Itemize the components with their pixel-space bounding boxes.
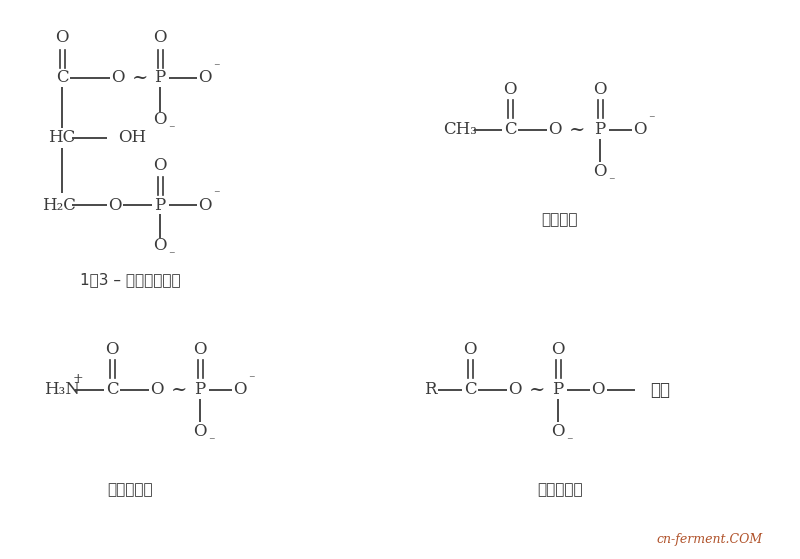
Text: P: P [154,69,166,87]
Text: O: O [154,238,166,254]
Text: O: O [194,424,206,440]
Text: 酰基腺苷酸: 酰基腺苷酸 [537,482,583,498]
Text: HC: HC [48,130,76,146]
Text: O: O [154,30,166,46]
Text: O: O [150,381,164,399]
Text: ⁻: ⁻ [213,188,219,201]
Text: C: C [106,381,118,399]
Text: ⁻: ⁻ [608,176,614,188]
Text: C: C [464,381,476,399]
Text: 腺苷: 腺苷 [650,381,670,399]
Text: O: O [551,424,565,440]
Text: O: O [55,30,69,46]
Text: P: P [552,381,564,399]
Text: O: O [234,381,246,399]
Text: ~: ~ [171,381,187,399]
Text: O: O [508,381,522,399]
Text: ~: ~ [569,121,585,139]
Text: O: O [106,342,118,358]
Text: H₂C: H₂C [42,197,76,214]
Text: O: O [548,121,562,139]
Text: cn-ferment.COM: cn-ferment.COM [657,533,763,547]
Text: H₃N: H₃N [44,381,80,399]
Text: ⁻: ⁻ [168,124,174,136]
Text: O: O [194,342,206,358]
Text: O: O [198,69,212,87]
Text: ⁻: ⁻ [648,113,654,126]
Text: O: O [154,157,166,173]
Text: R: R [424,381,436,399]
Text: O: O [591,381,605,399]
Text: C: C [504,121,516,139]
Text: P: P [194,381,206,399]
Text: ⁻: ⁻ [168,249,174,263]
Text: O: O [634,121,646,139]
Text: O: O [108,197,122,214]
Text: ~: ~ [132,69,148,87]
Text: P: P [594,121,606,139]
Text: ~: ~ [529,381,545,399]
Text: O: O [594,82,606,98]
Text: 1，3 – 二磷酸甘油酸: 1，3 – 二磷酸甘油酸 [80,272,180,287]
Text: O: O [594,163,606,181]
Text: ⁻: ⁻ [208,435,214,448]
Text: O: O [111,69,125,87]
Text: O: O [551,342,565,358]
Text: ⁻: ⁻ [213,61,219,74]
Text: +: + [73,372,83,385]
Text: ⁻: ⁻ [248,373,254,386]
Text: ⁻: ⁻ [566,435,572,448]
Text: O: O [503,82,517,98]
Text: O: O [198,197,212,214]
Text: 乙酰磷酸: 乙酰磷酸 [542,212,578,228]
Text: OH: OH [118,130,146,146]
Text: O: O [463,342,477,358]
Text: P: P [154,197,166,214]
Text: C: C [56,69,68,87]
Text: O: O [154,111,166,129]
Text: 氨甲酰磷酸: 氨甲酰磷酸 [107,482,153,498]
Text: CH₃: CH₃ [443,121,477,139]
